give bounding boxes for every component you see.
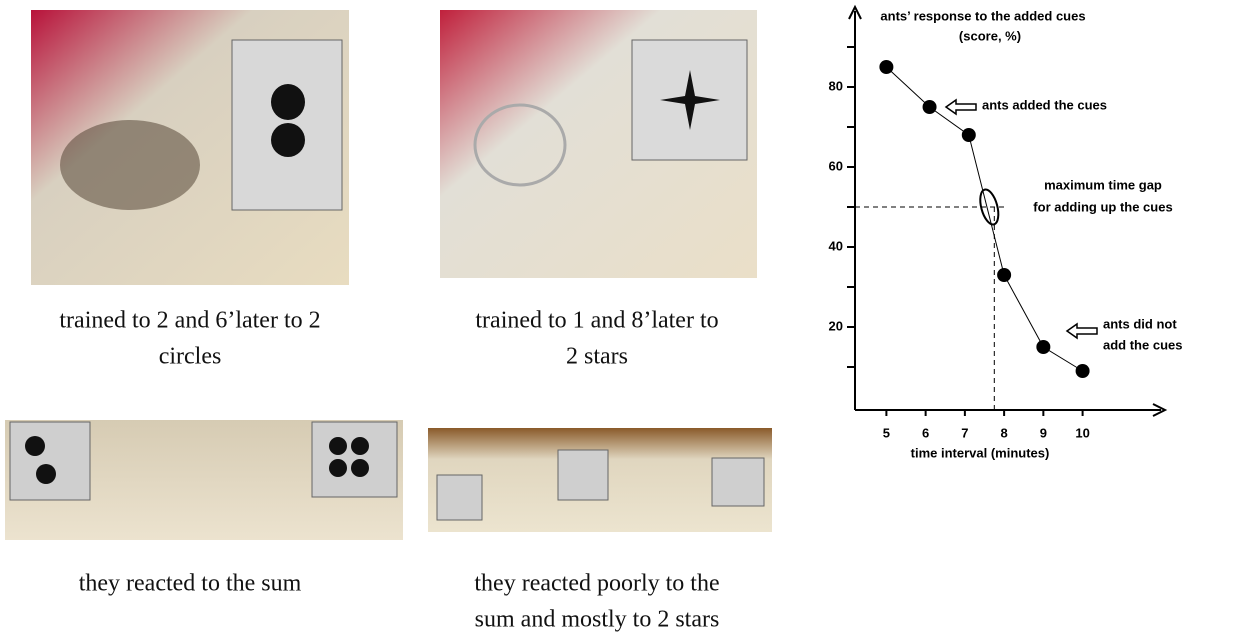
annotation-arrow: [1065, 322, 1098, 340]
caption: they reacted to the sum: [79, 571, 302, 597]
x-tick-label: 9: [1040, 425, 1047, 440]
photo: [31, 10, 349, 285]
y-tick-label: 80: [829, 78, 843, 93]
photo: [428, 428, 772, 532]
x-tick-label: 10: [1075, 425, 1089, 440]
photo: [5, 420, 403, 540]
x-tick-label: 7: [961, 425, 968, 440]
caption: circles: [159, 344, 222, 370]
x-axis-arrow: [1152, 403, 1168, 417]
y-tick-label: 40: [829, 238, 843, 253]
y-axis-arrow: [848, 4, 862, 20]
point: [1075, 364, 1090, 378]
point: [1036, 340, 1051, 354]
annotation: maximum time gap: [1044, 177, 1162, 192]
annotation: add the cues: [1103, 337, 1182, 352]
point: [922, 100, 937, 114]
y-tick-label: 60: [829, 158, 843, 173]
caption: sum and mostly to 2 stars: [475, 607, 720, 633]
caption: trained to 1 and 8’later to: [475, 308, 718, 334]
x-tick-label: 8: [1000, 425, 1007, 440]
annotation-arrow: [944, 98, 977, 116]
point: [961, 128, 976, 142]
line: [886, 66, 1083, 372]
y-tick-label: 20: [829, 318, 843, 333]
annotation: ants did not: [1103, 316, 1177, 331]
highlight-ellipse: [979, 188, 1000, 226]
annotation: ants added the cues: [982, 97, 1107, 112]
caption: they reacted poorly to the: [474, 571, 719, 597]
x-axis-label: time interval (minutes): [911, 445, 1050, 460]
x-tick-label: 5: [883, 425, 890, 440]
photo: [440, 10, 757, 278]
caption: 2 stars: [566, 344, 628, 370]
caption: trained to 2 and 6’later to 2: [59, 308, 320, 334]
chart-title: (score, %): [959, 28, 1021, 43]
chart-title: ants’ response to the added cues: [880, 8, 1085, 23]
x-tick-label: 6: [922, 425, 929, 440]
point: [879, 60, 894, 74]
point: [997, 268, 1012, 282]
annotation: for adding up the cues: [1033, 199, 1172, 214]
